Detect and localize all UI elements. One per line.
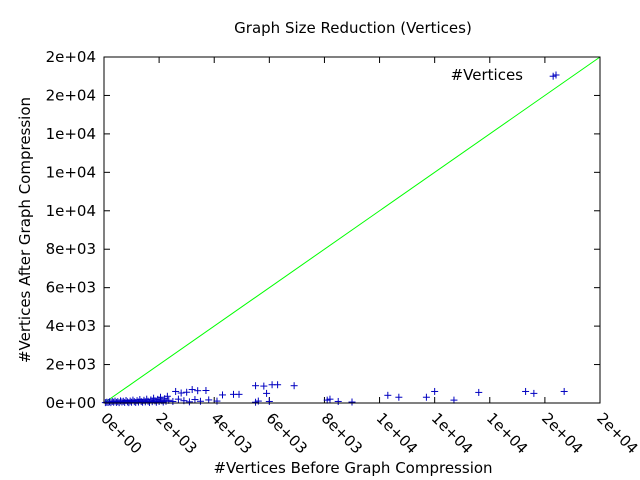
y-axis-label: #Vertices After Graph Compression	[16, 97, 34, 363]
data-point	[260, 382, 268, 390]
data-point	[235, 390, 243, 398]
chart-title: Graph Size Reduction (Vertices)	[234, 19, 472, 37]
data-point	[265, 397, 273, 405]
data-point	[348, 398, 356, 406]
data-point	[218, 391, 226, 399]
data-point	[196, 397, 204, 405]
x-tick-label: 4e+03	[207, 409, 255, 457]
x-tick-label: 0e+00	[97, 409, 145, 457]
data-point	[194, 387, 202, 395]
x-tick-label: 2e+04	[538, 409, 586, 457]
y-tick-label: 6e+03	[46, 279, 96, 297]
x-tick-label: 2e+04	[593, 409, 640, 457]
data-point	[334, 397, 342, 405]
x-tick-label: 1e+04	[483, 409, 531, 457]
data-point	[475, 388, 483, 396]
data-point	[252, 398, 260, 406]
y-tick-label: 1e+04	[46, 163, 96, 181]
y-tick-label: 2e+03	[46, 356, 96, 374]
tick-labels: 0e+002e+034e+036e+038e+031e+041e+041e+04…	[46, 48, 640, 457]
legend: #Vertices	[451, 66, 560, 84]
data-point	[274, 381, 282, 389]
x-tick-label: 6e+03	[263, 409, 311, 457]
data-points	[101, 72, 568, 407]
x-tick-label: 1e+04	[373, 409, 421, 457]
reference-diagonal-line	[103, 56, 601, 404]
data-point	[395, 393, 403, 401]
data-point	[290, 382, 298, 390]
x-axis-label: #Vertices Before Graph Compression	[213, 459, 492, 477]
data-point	[252, 382, 260, 390]
y-tick-label: 2e+04	[46, 86, 96, 104]
data-point	[549, 72, 557, 80]
data-point	[323, 396, 331, 404]
data-point	[177, 389, 185, 397]
data-point	[384, 391, 392, 399]
data-point	[205, 396, 213, 404]
data-point	[422, 393, 430, 401]
x-tick-label: 1e+04	[428, 409, 476, 457]
data-point	[183, 388, 191, 396]
data-point	[202, 387, 210, 395]
data-point	[163, 392, 171, 400]
y-tick-label: 1e+04	[46, 202, 96, 220]
y-tick-label: 2e+04	[46, 48, 96, 66]
y-tick-label: 1e+04	[46, 125, 96, 143]
x-tick-label: 2e+03	[152, 409, 200, 457]
data-point	[172, 387, 180, 395]
y-tick-label: 8e+03	[46, 240, 96, 258]
data-point	[191, 396, 199, 404]
x-tick-label: 8e+03	[318, 409, 366, 457]
data-point	[530, 389, 538, 397]
data-point	[450, 396, 458, 404]
plot-area-frame	[103, 56, 601, 404]
y-tick-label: 0e+00	[46, 394, 96, 412]
data-point	[174, 395, 182, 403]
legend-marker	[552, 71, 560, 79]
data-point	[156, 393, 164, 401]
data-point	[431, 387, 439, 395]
y-tick-label: 4e+03	[46, 317, 96, 335]
legend-label: #Vertices	[451, 66, 524, 84]
data-point	[560, 387, 568, 395]
data-point	[185, 398, 193, 406]
data-point	[263, 389, 271, 397]
data-point	[522, 387, 530, 395]
data-point	[169, 397, 177, 405]
data-point	[188, 386, 196, 394]
